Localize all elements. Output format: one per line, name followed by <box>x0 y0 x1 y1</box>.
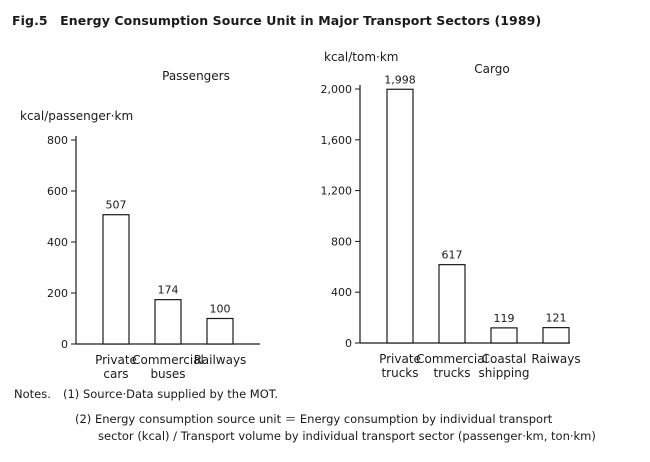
cargo-y-tick-label: 1,600 <box>321 134 353 147</box>
passengers-bar-value-label: 174 <box>158 284 179 297</box>
cargo-bar-value-label: 121 <box>546 312 567 325</box>
passengers-category-label: cars <box>103 367 128 381</box>
cargo-category-label: trucks <box>381 366 418 380</box>
cargo-y-tick-label: 1,200 <box>321 185 353 198</box>
note-2-line-2: sector (kcal) / Transport volume by indi… <box>98 429 596 443</box>
note-2-line-1: (2) Energy consumption source unit ＝ Ene… <box>75 412 553 426</box>
cargo-category-label: Commercial <box>416 352 488 366</box>
figure-title-text: Energy Consumption Source Unit in Major … <box>60 13 542 28</box>
passengers-chart-title: Passengers <box>162 69 230 83</box>
note-1: (1) Source·Data supplied by the MOT. <box>63 387 279 401</box>
figure-title: Fig.5 Energy Consumption Source Unit in … <box>12 13 541 28</box>
cargo-bar-value-label: 119 <box>494 312 515 325</box>
passengers-y-axis-label: kcal/passenger·km <box>20 109 133 123</box>
cargo-bar <box>386 88 414 344</box>
cargo-chart-title: Cargo <box>474 62 509 76</box>
cargo-bar-value-label: 617 <box>442 249 463 262</box>
cargo-bar <box>438 264 466 344</box>
passengers-category-label: Commercial <box>132 353 204 367</box>
passengers-category-label: Railways <box>194 353 247 367</box>
cargo-y-tick-label: 0 <box>345 337 352 350</box>
passengers-y-tick-label: 400 <box>47 236 68 249</box>
cargo-bar <box>542 327 570 344</box>
notes-prefix: Notes. <box>14 387 51 401</box>
figure-number: Fig.5 <box>12 13 48 28</box>
cargo-y-axis-label: kcal/tom·km <box>324 50 398 64</box>
cargo-category-label: Raiways <box>531 352 580 366</box>
passengers-category-label: buses <box>150 367 185 381</box>
passengers-y-tick-label: 200 <box>47 287 68 300</box>
cargo-bar-value-label: 1,998 <box>384 73 416 86</box>
cargo-category-label: Private <box>379 352 421 366</box>
passengers-bar <box>102 214 130 345</box>
passengers-y-tick-label: 0 <box>61 338 68 351</box>
passengers-bar-value-label: 100 <box>210 303 231 316</box>
cargo-y-tick-label: 2,000 <box>321 83 353 96</box>
passengers-category-label: Private <box>95 353 137 367</box>
passengers-bar <box>206 317 234 345</box>
passengers-y-tick-label: 800 <box>47 134 68 147</box>
cargo-category-label: Coastal <box>482 352 527 366</box>
cargo-y-tick-label: 400 <box>331 286 352 299</box>
cargo-y-tick-label: 800 <box>331 235 352 248</box>
cargo-category-label: shipping <box>479 366 530 380</box>
passengers-bar <box>154 299 182 345</box>
passengers-bar-value-label: 507 <box>106 199 127 212</box>
passengers-y-tick-label: 600 <box>47 185 68 198</box>
cargo-bar <box>490 327 518 344</box>
cargo-category-label: trucks <box>433 366 470 380</box>
